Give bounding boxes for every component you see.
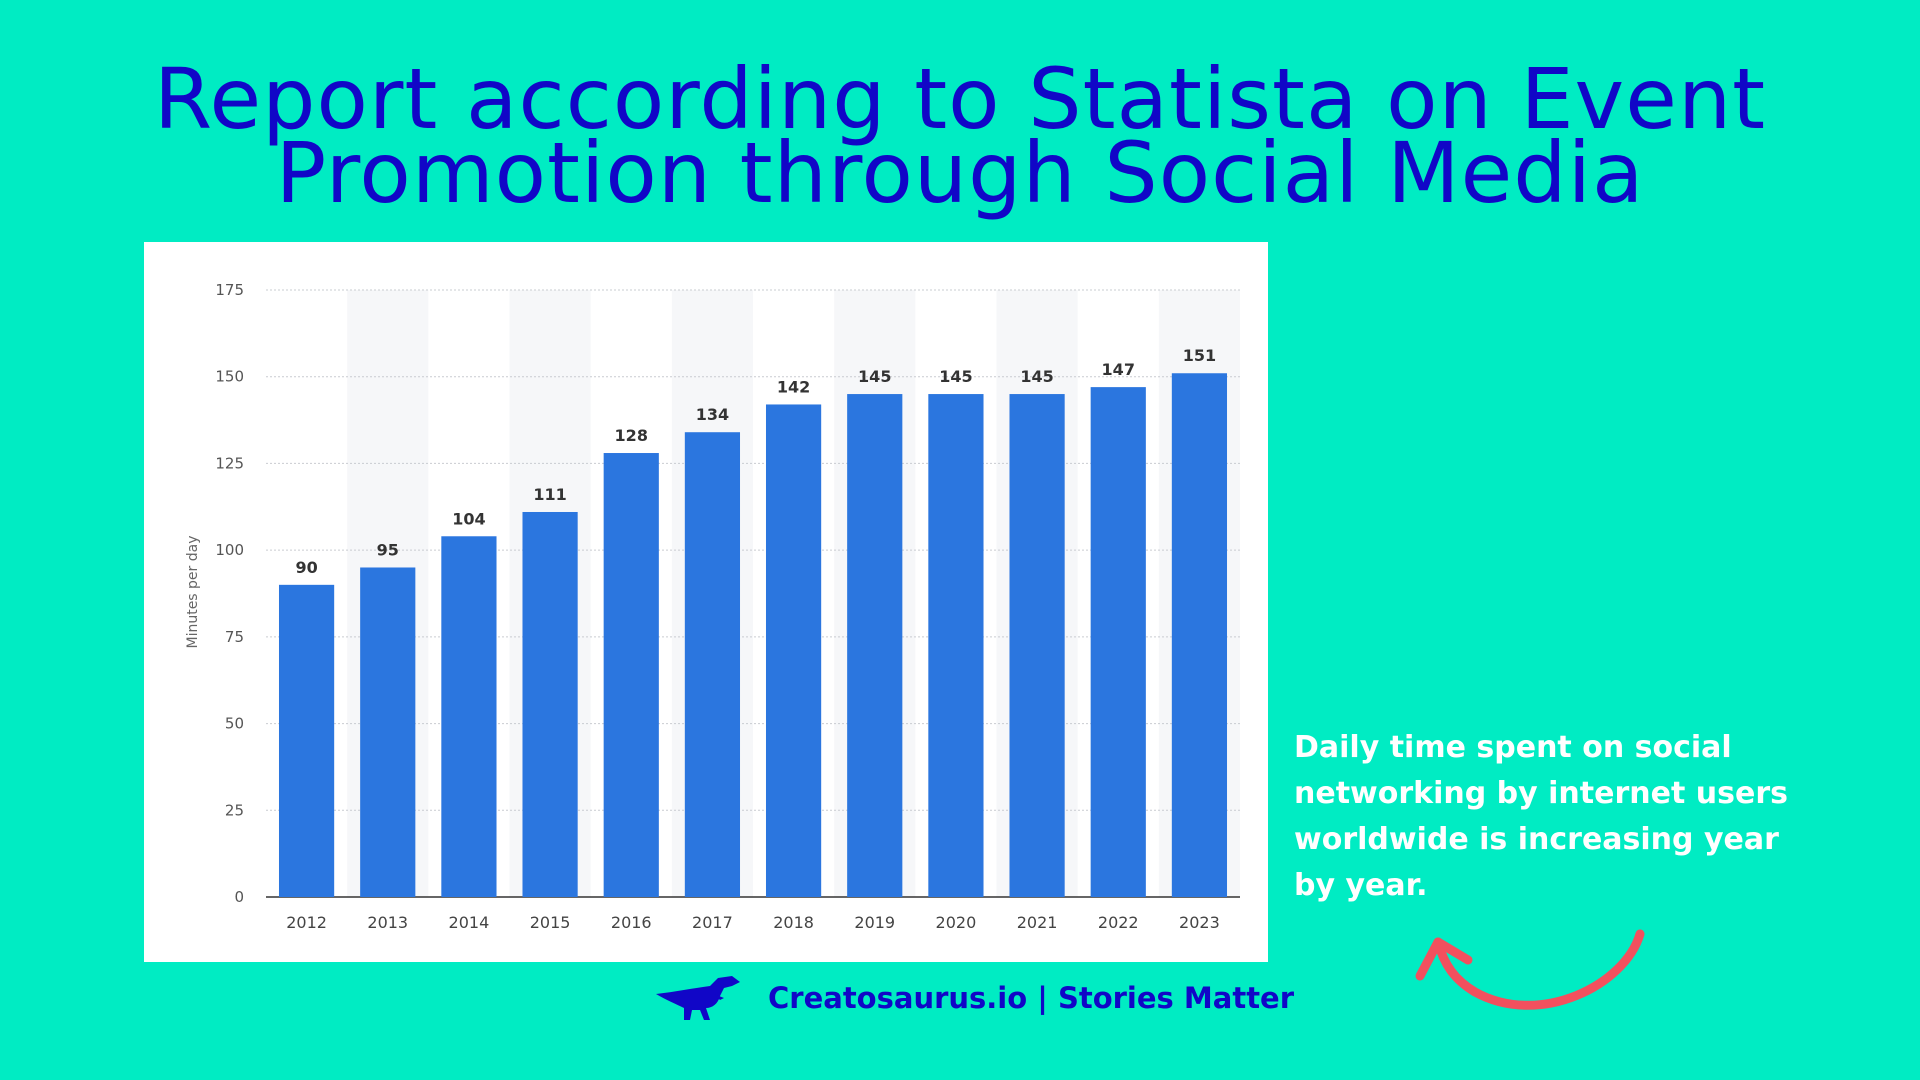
- y-tick-label: 125: [215, 454, 244, 472]
- bar-2017: [684, 432, 741, 897]
- data-label-2016: 128: [615, 426, 648, 445]
- data-label-2012: 90: [295, 558, 317, 577]
- caption-text: Daily time spent on social networking by…: [1294, 730, 1788, 903]
- footer-text: Creatosaurus.io | Stories Matter: [768, 981, 1295, 1015]
- data-label-2020: 145: [939, 367, 972, 386]
- data-label-2015: 111: [533, 485, 566, 504]
- bar-2015: [522, 511, 578, 897]
- footer-brand: Creatosaurus.io | Stories Matter: [654, 968, 1294, 1028]
- x-tick-label-2022: 2022: [1098, 913, 1139, 932]
- x-tick-label-2015: 2015: [530, 913, 571, 932]
- bar-2016: [603, 453, 659, 897]
- x-tick-label-2023: 2023: [1179, 913, 1220, 932]
- x-tick-label-2014: 2014: [449, 913, 490, 932]
- bar-2020: [928, 394, 984, 897]
- data-label-2023: 151: [1183, 346, 1216, 365]
- x-tick-label-2021: 2021: [1017, 913, 1058, 932]
- y-tick-label: 175: [215, 281, 244, 299]
- y-tick-label: 100: [215, 541, 244, 559]
- bar-2014: [441, 536, 497, 897]
- title-line-2: Promotion through Social Media: [275, 124, 1645, 222]
- title-line-1: Report according to Statista on Event: [153, 50, 1767, 148]
- data-label-2019: 145: [858, 367, 891, 386]
- bar-chart: 0 25 50 75 100 125 150 175 Minutes per day 90 2012…: [185, 281, 1240, 932]
- x-tick-label-2018: 2018: [773, 913, 814, 932]
- bar-2021: [1009, 394, 1065, 897]
- y-tick-label: 25: [225, 801, 244, 819]
- bar-2019: [847, 394, 903, 897]
- dinosaur-logo-icon: [656, 976, 740, 1020]
- curved-arrow-icon: [1415, 929, 1645, 1010]
- chart-card: 0 25 50 75 100 125 150 175 Minutes per day 90 2012…: [144, 242, 1268, 962]
- x-tick-label-2019: 2019: [854, 913, 895, 932]
- y-tick-label: 75: [225, 628, 244, 646]
- data-label-2014: 104: [452, 509, 485, 528]
- y-axis-label: Minutes per day: [185, 535, 201, 648]
- page-title: Report according to Statista on Event Pr…: [0, 50, 1920, 222]
- bar-2012: [278, 584, 335, 897]
- data-label-2021: 145: [1020, 367, 1053, 386]
- x-tick-label-2013: 2013: [367, 913, 408, 932]
- x-tick-label-2012: 2012: [286, 913, 327, 932]
- y-tick-label: 0: [234, 888, 244, 906]
- x-tick-label-2020: 2020: [936, 913, 977, 932]
- x-tick-label-2016: 2016: [611, 913, 652, 932]
- x-tick-label-2017: 2017: [692, 913, 733, 932]
- bar-2018: [765, 404, 822, 897]
- data-label-2013: 95: [377, 540, 399, 559]
- bar-2023: [1171, 373, 1228, 897]
- y-tick-label: 50: [225, 715, 244, 733]
- bar-2013: [360, 567, 416, 897]
- data-label-2017: 134: [696, 405, 729, 424]
- bar-2022: [1090, 387, 1146, 897]
- y-tick-label: 150: [215, 368, 244, 386]
- data-label-2018: 142: [777, 377, 810, 396]
- data-label-2022: 147: [1102, 360, 1135, 379]
